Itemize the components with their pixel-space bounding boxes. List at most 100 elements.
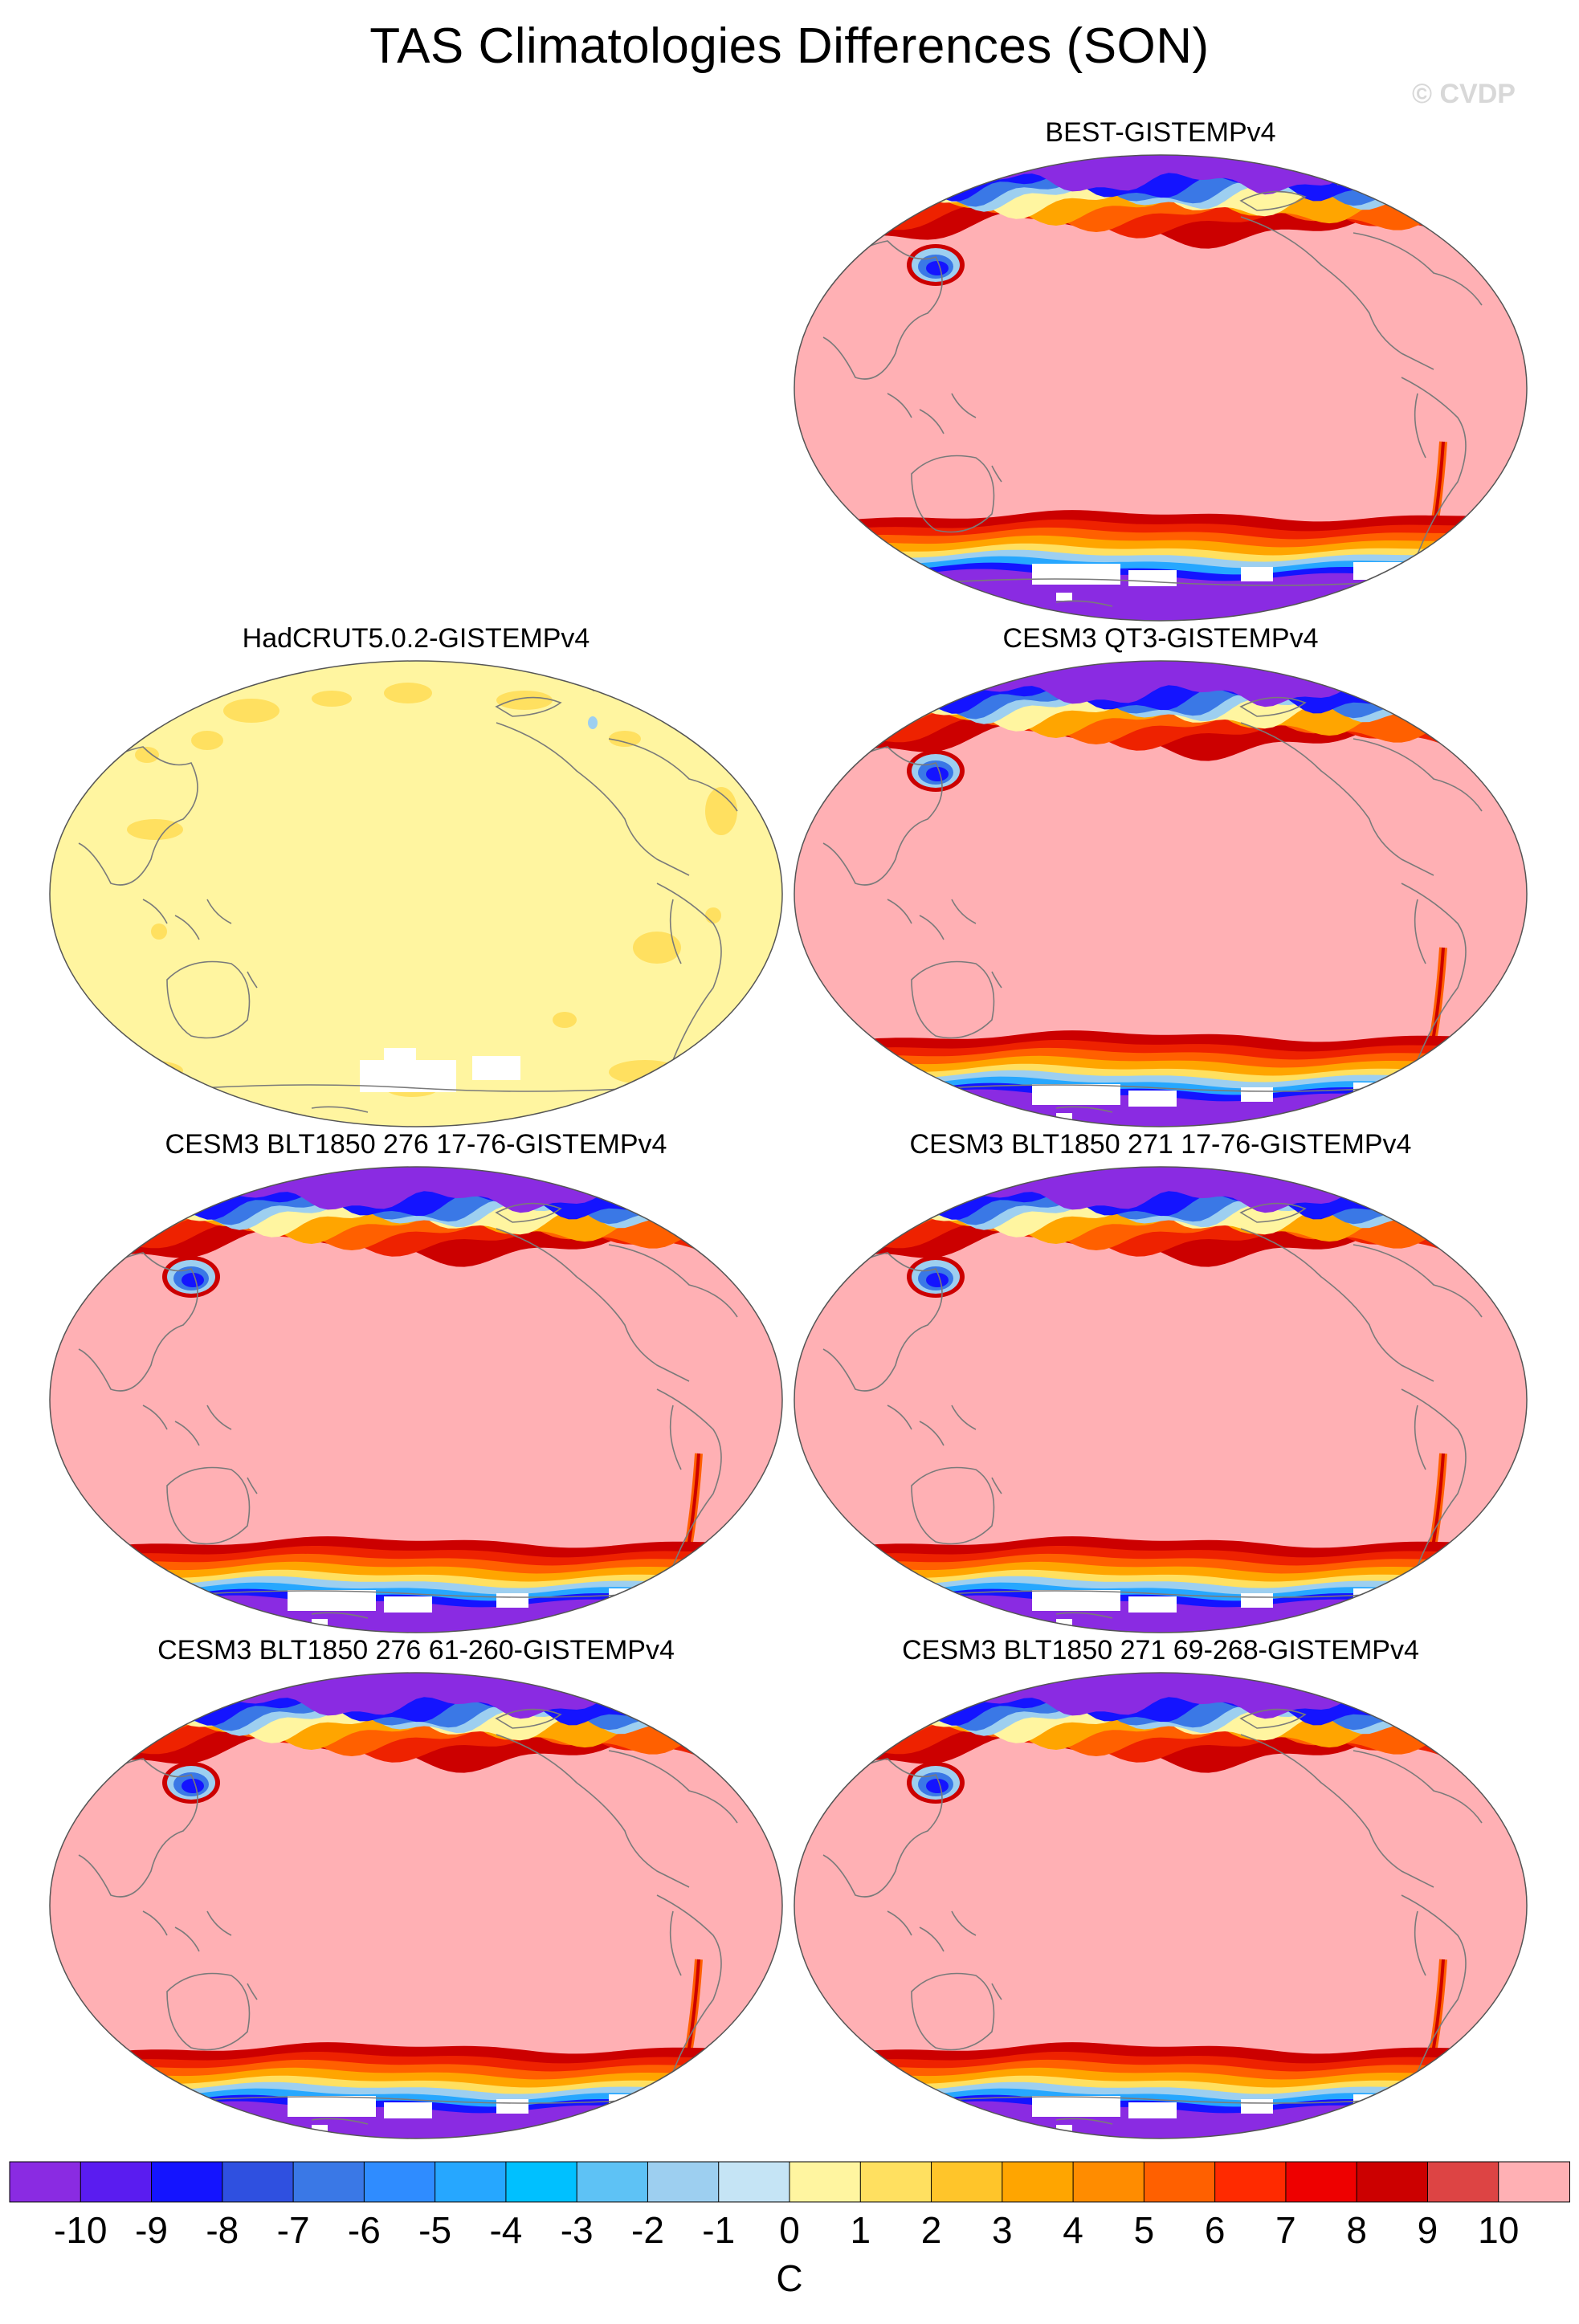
tibet-cold-center [926, 1273, 949, 1287]
coastline-9 [1055, 2118, 1113, 2125]
coastline-3 [247, 1983, 258, 2000]
colorbar-swatch-12 [859, 2161, 932, 2203]
missing-data-patch-0 [1032, 1590, 1120, 1611]
colorbar-tick-label: 5 [1133, 2209, 1155, 2251]
colorbar-swatch-3 [222, 2161, 295, 2203]
coastline-9 [311, 2118, 369, 2125]
colorbar-tick-label: -7 [276, 2209, 310, 2251]
missing-data-patch-2 [1241, 1087, 1273, 1102]
coastline-7 [669, 1405, 682, 1470]
coastline-1 [911, 1972, 995, 2051]
colorbar-units: C [776, 2257, 803, 2299]
warm-patch-4 [135, 747, 159, 763]
coastline-2 [142, 1910, 232, 1952]
coastline-7 [1414, 1405, 1426, 1470]
coastline-4 [1240, 216, 1434, 370]
colorbar-tick-label: -8 [206, 2209, 239, 2251]
map-border [49, 1166, 783, 1633]
warm-patch-0 [223, 699, 279, 723]
colorbar-swatch-11 [789, 2161, 862, 2203]
missing-data-patch-4 [1056, 1113, 1072, 1121]
coastline-3 [991, 971, 1002, 989]
coastline-3 [991, 465, 1002, 483]
colorbar-tick-label: -10 [54, 2209, 108, 2251]
map-panel-blt1850-271-17-76: CESM3 BLT1850 271 17-76-GISTEMPv4 [791, 1129, 1530, 1635]
coastline-4 [1240, 1228, 1434, 1382]
missing-data-patch-3 [1353, 562, 1402, 580]
coastline-4 [496, 1734, 690, 1888]
map-border [49, 1672, 783, 2139]
coastline-10 [1239, 190, 1307, 211]
coastline-8 [887, 577, 1434, 587]
warm-patch-3 [496, 691, 553, 710]
warm-patch-10 [151, 923, 167, 940]
missing-data-patch-1 [1128, 2102, 1177, 2118]
map-panel-blt1850-271-69-268: CESM3 BLT1850 271 69-268-GISTEMPv4 [791, 1635, 1530, 2141]
missing-data-patch-4 [1056, 1619, 1072, 1627]
map-fields [794, 155, 1527, 621]
coastline-0 [78, 1252, 198, 1392]
coastline-9 [1055, 1612, 1113, 1619]
missing-data-patch-0 [1032, 2096, 1120, 2117]
coastline-2 [887, 1910, 977, 1952]
missing-data-patch-1 [472, 1056, 520, 1080]
coastline-10 [495, 1708, 562, 1729]
coastline-5 [1353, 738, 1483, 812]
colorbar-swatch-4 [292, 2161, 365, 2203]
colorbar-swatch-16 [1143, 2161, 1216, 2203]
tibet-cold-center [926, 261, 949, 275]
missing-data-patch-2 [496, 1593, 528, 1608]
panel-title: CESM3 QT3-GISTEMPv4 [1002, 623, 1319, 654]
warm-patch-2 [384, 683, 432, 703]
missing-data-patch-1 [384, 2102, 432, 2118]
colorbar-swatch-14 [1002, 2161, 1075, 2203]
coastline-3 [991, 1477, 1002, 1494]
map-border [794, 1166, 1528, 1633]
map-panel-cesm3-qt3: CESM3 QT3-GISTEMPv4 [791, 623, 1530, 1129]
colorbar-swatch-13 [931, 2161, 1003, 2203]
missing-data-patch-2 [384, 1048, 416, 1064]
panel-title: CESM3 BLT1850 276 61-260-GISTEMPv4 [157, 1635, 675, 1666]
missing-data-patch-2 [1241, 1593, 1273, 1608]
colorbar-swatch-21 [1498, 2161, 1570, 2203]
coastline-2 [142, 899, 232, 940]
coastline-9 [311, 1612, 369, 1619]
coastline-10 [495, 696, 562, 717]
coastline-0 [78, 746, 198, 886]
coastline-8 [887, 2095, 1434, 2105]
coastline-7 [1414, 899, 1426, 964]
colorbar-swatch-5 [363, 2161, 436, 2203]
map-panel-hadcrut: HadCRUT5.0.2-GISTEMPv4 [47, 623, 785, 1129]
missing-data-patch-2 [1241, 2099, 1273, 2114]
colorbar [9, 2161, 1570, 2203]
map-border [794, 1672, 1528, 2139]
panel-title: BEST-GISTEMPv4 [1045, 117, 1276, 148]
coastline-10 [1239, 1708, 1307, 1729]
missing-data-patch-4 [312, 2125, 328, 2133]
panel-title: HadCRUT5.0.2-GISTEMPv4 [242, 623, 590, 654]
coastline-1 [911, 960, 995, 1039]
map-fields [794, 661, 1527, 1127]
map-panel-blt1850-276-61-260: CESM3 BLT1850 276 61-260-GISTEMPv4 [47, 1635, 785, 2141]
coastline-7 [1414, 1910, 1426, 1976]
coastline-1 [911, 1466, 995, 1545]
coastline-3 [991, 1983, 1002, 2000]
colorbar-tick-label: -6 [347, 2209, 381, 2251]
coastline-0 [822, 240, 943, 380]
warm-patch-1 [312, 691, 352, 707]
missing-data-patch-4 [1056, 2125, 1072, 2133]
coastline-9 [1055, 1106, 1113, 1113]
colorbar-tick-label: 4 [1063, 2209, 1083, 2251]
coastline-4 [1240, 722, 1434, 876]
colorbar-tick-label: 0 [779, 2209, 800, 2251]
colorbar-swatch-8 [576, 2161, 649, 2203]
map-fields [50, 661, 782, 1127]
colorbar-tick-label: 10 [1478, 2209, 1520, 2251]
tibet-cold-center [182, 1273, 204, 1287]
coastline-4 [496, 1228, 690, 1382]
coastline-1 [166, 1466, 251, 1545]
colorbar-tick-label: 6 [1204, 2209, 1226, 2251]
colorbar-swatch-0 [9, 2161, 82, 2203]
missing-data-patch-0 [288, 1590, 376, 1611]
map-hadcrut [49, 660, 783, 1127]
